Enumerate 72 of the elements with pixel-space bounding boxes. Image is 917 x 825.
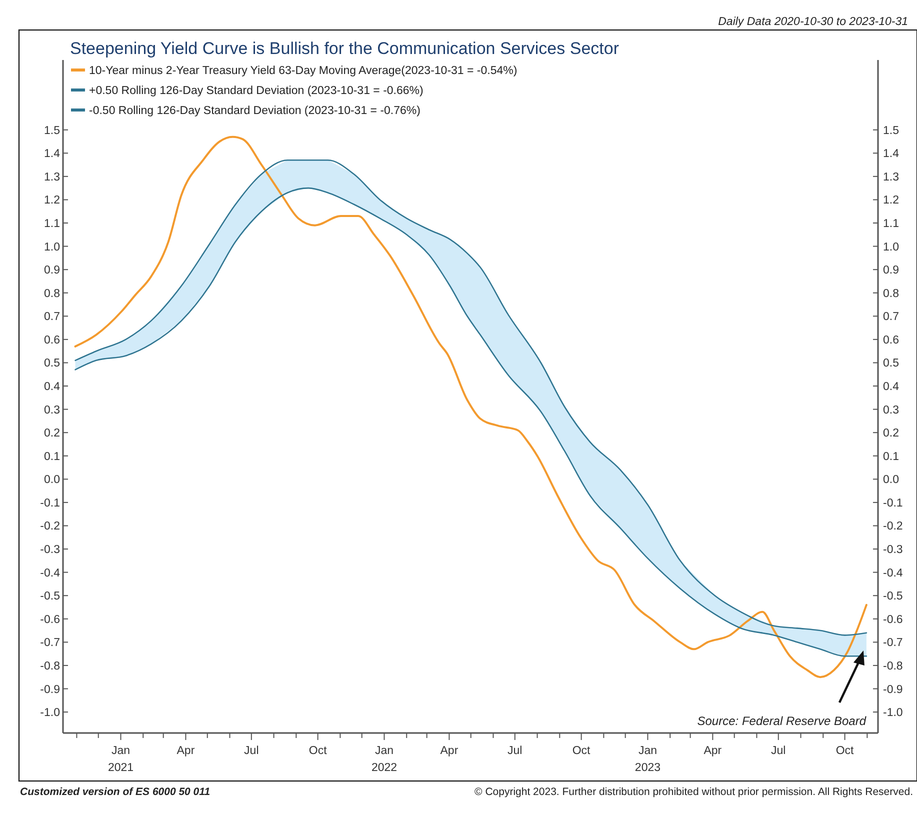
x-tick-label: Jan 2021 bbox=[108, 745, 134, 774]
x-tick-label: Jan 2022 bbox=[371, 745, 398, 774]
y-tick-label: 1.2 bbox=[44, 194, 60, 207]
y2-tick-label: 1.1 bbox=[883, 218, 899, 230]
text: Daily Data 2020-10-30 to 2023-10-31 bbox=[718, 16, 908, 28]
y-tick-label: -0.2 bbox=[40, 520, 60, 533]
x-tick-label: Oct bbox=[572, 745, 592, 757]
y-tick-label: 0.4 bbox=[44, 381, 61, 394]
y2-tick-label: 0.8 bbox=[883, 288, 899, 300]
x-tick-label: Apr bbox=[440, 745, 458, 757]
x-tick-label: Jan 2023 bbox=[634, 745, 661, 774]
y2-tick-label: 0.3 bbox=[883, 404, 899, 416]
y-tick-label: 0.7 bbox=[44, 311, 60, 324]
y2-tick-label: -0.7 bbox=[883, 637, 903, 650]
annotation: Source: Federal Reserve Board bbox=[697, 714, 866, 728]
x-tick-label: Jul bbox=[508, 745, 522, 757]
y2-tick-label: 1.3 bbox=[883, 171, 899, 184]
y2-tick-label: -0.9 bbox=[883, 684, 903, 696]
y-tick-label: 0.0 bbox=[44, 474, 60, 486]
legend-label: +0.50 Rolling 126-Day Standard Deviation (2023-10-31 = -0.66%) bbox=[89, 85, 424, 97]
y-tick-label: 0.3 bbox=[44, 404, 60, 416]
y-tick-label: 1.4 bbox=[44, 148, 61, 160]
y-tick-label: -0.4 bbox=[40, 567, 61, 580]
y-tick-label: 1.1 bbox=[44, 218, 60, 230]
y-tick-label: -1.0 bbox=[40, 707, 60, 720]
y-tick-label: -0.5 bbox=[40, 590, 60, 603]
y-tick-label: 0.9 bbox=[44, 264, 60, 277]
y-tick-label: -0.6 bbox=[40, 614, 60, 626]
x-tick-label: Jul bbox=[244, 745, 259, 757]
y2-tick-label: 0.6 bbox=[883, 334, 899, 346]
y2-tick-label: 0.1 bbox=[883, 450, 899, 463]
y-tick-label: -0.9 bbox=[40, 684, 60, 696]
y2-tick-label: 1.5 bbox=[883, 124, 899, 137]
y-tick-label: 0.1 bbox=[44, 450, 60, 463]
y2-tick-label: 0.7 bbox=[883, 311, 899, 324]
y2-tick-label: 0.0 bbox=[883, 474, 899, 486]
y-tick-label: -0.8 bbox=[40, 660, 60, 672]
legend-label: 10-Year minus 2-Year Treasury Yield 63-Day Moving Average(2023-10-31 = -0.54%) bbox=[89, 65, 518, 77]
y2-tick-label: 0.4 bbox=[883, 381, 900, 394]
legend-label: -0.50 Rolling 126-Day Standard Deviation (2023-10-31 = -0.76%) bbox=[89, 105, 421, 117]
y-tick-label: 0.5 bbox=[44, 358, 60, 370]
y2-tick-label: 1.2 bbox=[883, 194, 899, 207]
x-tick-label: Oct bbox=[308, 745, 328, 757]
y2-tick-label: 0.2 bbox=[883, 428, 899, 440]
y2-tick-label: -0.2 bbox=[883, 520, 903, 533]
x-tick-label: Oct bbox=[836, 745, 855, 757]
x-tick-label: Apr bbox=[176, 745, 195, 757]
y-tick-label: 0.6 bbox=[44, 334, 60, 346]
y2-tick-label: -0.4 bbox=[883, 567, 904, 580]
y-tick-label: 0.8 bbox=[44, 288, 60, 300]
y2-tick-label: -0.6 bbox=[883, 614, 903, 626]
y-tick-label: 0.2 bbox=[44, 428, 60, 440]
x-tick-label: Jul bbox=[771, 745, 786, 757]
y-tick-label: 1.0 bbox=[44, 241, 60, 254]
y2-tick-label: 0.5 bbox=[883, 358, 899, 370]
text: © Copyright 2023. Further distribution prohibited without prior permission. All Rights Reserved. bbox=[474, 786, 913, 798]
y2-tick-label: -1.0 bbox=[883, 707, 903, 720]
y-tick-label: -0.1 bbox=[40, 497, 60, 510]
chart-title: Steepening Yield Curve is Bullish for the Communication Services Sector bbox=[70, 39, 620, 58]
y2-tick-label: 1.0 bbox=[883, 241, 899, 254]
y-tick-label: 1.3 bbox=[44, 171, 60, 184]
text: Customized version of ES 6000 50 011 bbox=[20, 786, 210, 798]
y2-tick-label: 0.9 bbox=[883, 264, 899, 277]
y2-tick-label: -0.1 bbox=[883, 497, 903, 510]
y-tick-label: -0.3 bbox=[40, 544, 60, 556]
y2-tick-label: -0.5 bbox=[883, 590, 903, 603]
y2-tick-label: -0.8 bbox=[883, 660, 903, 672]
y2-tick-label: -0.3 bbox=[883, 544, 903, 556]
y-tick-label: 1.5 bbox=[44, 124, 60, 137]
y2-tick-label: 1.4 bbox=[883, 148, 900, 160]
y-tick-label: -0.7 bbox=[40, 637, 60, 650]
x-tick-label: Apr bbox=[704, 745, 722, 757]
